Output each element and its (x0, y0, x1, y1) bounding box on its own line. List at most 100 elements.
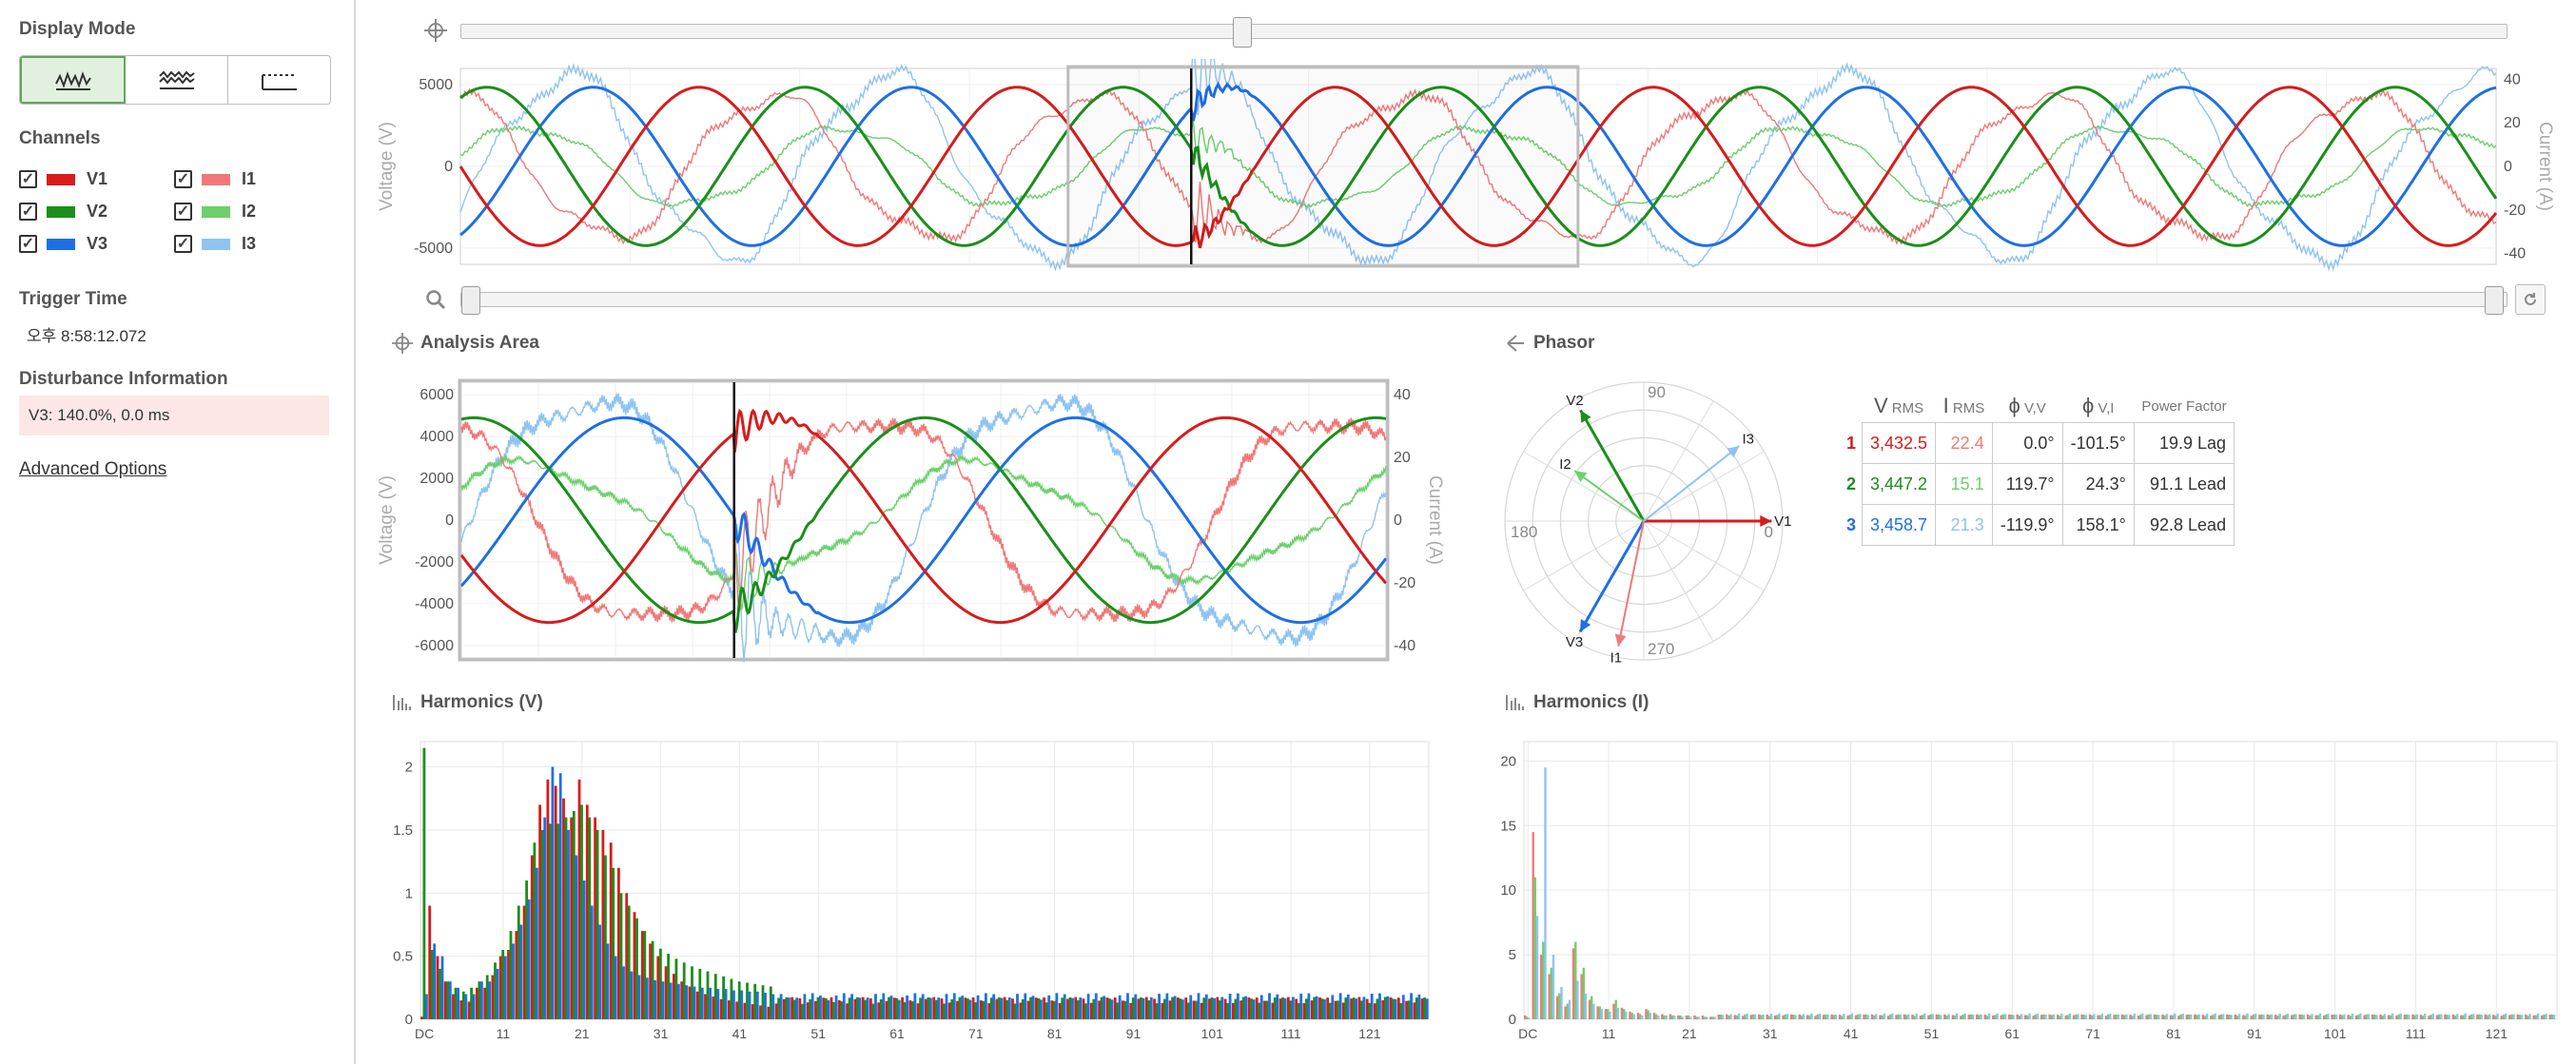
channels-title: Channels (19, 128, 101, 148)
y-left-tick-label: -2000 (415, 554, 454, 571)
y-left-axis-label: Voltage (V) (377, 122, 397, 211)
zoom-icon[interactable] (425, 289, 446, 310)
harmonic-bar-i3 (2044, 1015, 2047, 1019)
harmonic-bar-v1 (837, 999, 841, 1019)
col-power-factor: Power Factor (2141, 397, 2227, 415)
harmonic-bar-v3 (913, 993, 917, 1019)
harmonic-bar-v2 (1061, 997, 1064, 1019)
harmonic-bar-i3 (1649, 1013, 1651, 1019)
harmonic-bar-v3 (1299, 994, 1303, 1019)
channel-v2[interactable]: ✓ V2 (19, 202, 107, 222)
harmonic-bar-i3 (1956, 1013, 1959, 1019)
channel-label: I3 (242, 234, 257, 253)
harmonic-bar-i2 (1574, 941, 1577, 1019)
harmonic-bar-i3 (2100, 1013, 2104, 1019)
harmonic-bar-i2 (1978, 1015, 1981, 1019)
waveform-mode-button[interactable] (20, 56, 126, 104)
channel-label: I2 (242, 202, 257, 221)
harmonic-bar-i1 (2468, 1016, 2471, 1019)
phasor-arrowhead (1574, 471, 1588, 483)
zoom-range-start-handle[interactable] (461, 286, 480, 315)
harmonic-bar-i3 (2165, 1014, 2168, 1019)
analysis-frame (458, 378, 1390, 662)
power-factor-cell: 19.9 Lag (2133, 422, 2235, 464)
harmonic-bar-i2 (1864, 1015, 1867, 1019)
harmonic-bar-i3 (2254, 1014, 2257, 1019)
harmonic-bar-i2 (2494, 1016, 2497, 1019)
phasor-vector-v2 (1579, 409, 1646, 522)
channel-v1[interactable]: ✓ V1 (19, 169, 107, 189)
rms-mode-button[interactable] (228, 56, 330, 104)
channel-color-swatch (47, 238, 75, 250)
harmonics-i-header: Harmonics (I) (1505, 692, 1649, 713)
time-scrub-track[interactable] (460, 24, 2508, 39)
harmonic-bar-v3 (1165, 993, 1169, 1019)
harmonic-bar-v2 (588, 817, 592, 1019)
harmonic-bar-i3 (1535, 916, 1539, 1019)
crosshair-icon[interactable] (424, 19, 447, 42)
harmonic-bar-v1 (782, 998, 786, 1019)
harmonic-bar-v1 (546, 779, 550, 1019)
harmonic-bar-i1 (1709, 1016, 1712, 1019)
zoom-range-track[interactable] (460, 292, 2508, 307)
channel-i1[interactable]: ✓ I1 (174, 169, 256, 189)
harmonic-bar-i1 (2080, 1014, 2083, 1019)
harmonic-bar-i2 (2018, 1016, 2021, 1019)
harmonic-bar-i1 (1717, 1015, 1720, 1019)
channel-checkbox[interactable]: ✓ (19, 203, 37, 221)
harmonic-bar-v1 (673, 974, 675, 1019)
harmonic-bar-i1 (1564, 1006, 1567, 1019)
harmonic-bar-v1 (1247, 997, 1251, 1019)
zoom-range-end-handle[interactable] (2485, 286, 2504, 315)
harmonic-bar-v3 (945, 994, 948, 1019)
angle-label-270: 270 (1648, 640, 1674, 658)
harmonic-bar-i2 (1735, 1015, 1739, 1019)
channel-checkbox[interactable]: ✓ (19, 170, 37, 188)
channel-i3[interactable]: ✓ I3 (174, 234, 256, 254)
harmonic-bar-i3 (1609, 1011, 1611, 1019)
harmonic-bar-i2 (2284, 1015, 2288, 1019)
channel-checkbox[interactable]: ✓ (19, 235, 37, 253)
y-right-tick-label: 20 (1394, 450, 1411, 466)
harmonic-bar-v3 (709, 987, 712, 1019)
harmonic-bar-i1 (2194, 1014, 2196, 1019)
harmonic-bar-v3 (582, 880, 586, 1019)
advanced-options-link[interactable]: Advanced Options (19, 459, 167, 479)
x-tick-label: 121 (1358, 1026, 1381, 1041)
harmonic-bar-v1 (1011, 998, 1014, 1019)
harmonic-bar-v3 (788, 997, 790, 1019)
x-tick-label: 21 (575, 1026, 590, 1041)
harmonic-bar-v1 (640, 931, 644, 1019)
time-scrub-handle[interactable] (1233, 17, 1253, 48)
harmonic-bar-i3 (2318, 1013, 2322, 1019)
channel-label: I1 (242, 169, 257, 188)
harmonic-bar-v2 (461, 991, 465, 1019)
harmonic-bar-i3 (1834, 1015, 1838, 1019)
harmonic-bar-v2 (1360, 1000, 1363, 1019)
harmonic-bar-i2 (2075, 1014, 2078, 1019)
reset-zoom-button[interactable] (2515, 284, 2546, 315)
channel-checkbox[interactable]: ✓ (174, 235, 192, 253)
envelope-mode-button[interactable] (126, 56, 228, 104)
harmonic-bar-i3 (2431, 1013, 2434, 1019)
harmonic-bar-v2 (556, 823, 560, 1019)
harmonic-bar-v1 (1357, 996, 1361, 1019)
phasor-header: Phasor (1505, 333, 1594, 354)
channel-checkbox[interactable]: ✓ (174, 203, 192, 221)
harmonic-bar-i2 (1889, 1015, 1892, 1019)
harmonic-bar-v1 (885, 1000, 888, 1019)
trigger-time-title: Trigger Time (19, 289, 127, 309)
channel-checkbox[interactable]: ✓ (174, 170, 192, 188)
harmonic-bar-i2 (2421, 1016, 2425, 1019)
harmonic-bar-v2 (1100, 996, 1103, 1019)
channel-i2[interactable]: ✓ I2 (174, 202, 256, 222)
harmonic-bar-v2 (737, 981, 741, 1019)
harmonic-bar-i2 (2212, 1015, 2215, 1019)
harmonic-bar-i2 (2228, 1015, 2231, 1019)
harmonic-bar-i1 (1604, 1009, 1608, 1019)
channel-v3[interactable]: ✓ V3 (19, 234, 107, 254)
harmonic-bar-v2 (848, 997, 851, 1019)
harmonic-bar-i3 (2456, 1014, 2459, 1019)
harmonic-bar-v3 (496, 968, 499, 1019)
harmonic-bar-i1 (1814, 1016, 1817, 1019)
